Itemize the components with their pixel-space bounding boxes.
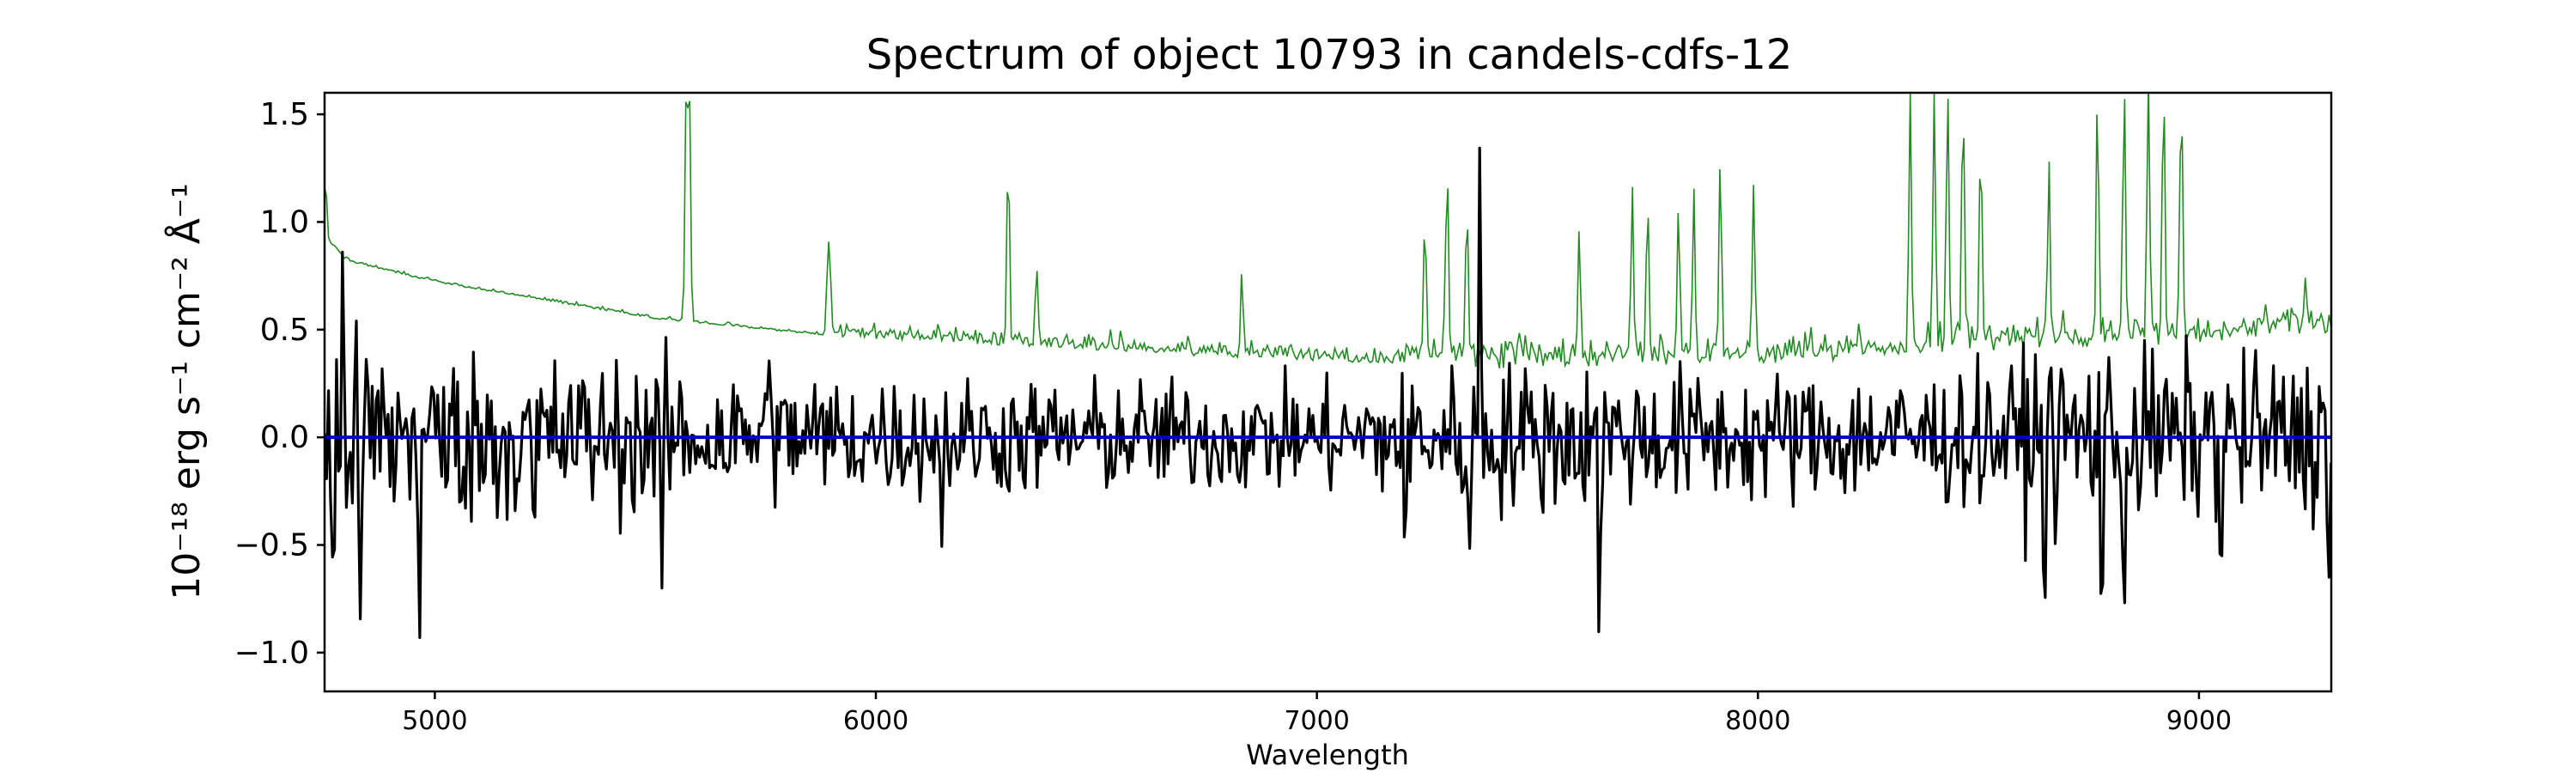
chart-title: Spectrum of object 10793 in candels-cdfs… (866, 31, 1793, 79)
plot-frame (323, 91, 2333, 693)
plot-area (325, 93, 2331, 639)
y-tick-label: 0.5 (260, 313, 309, 348)
x-tick-label: 5000 (402, 706, 467, 736)
y-tick-label: 1.0 (260, 204, 309, 240)
y-axis: −1.0 −0.5 0.0 0.5 1.0 1.5 (234, 97, 325, 671)
y-tick-label: −0.5 (234, 528, 309, 563)
x-tick-label: 7000 (1284, 706, 1349, 736)
x-axis: 5000 6000 7000 8000 9000 (402, 691, 2232, 736)
error-spectrum-line (325, 93, 2331, 368)
y-tick-label: 0.0 (260, 420, 309, 455)
x-axis-label: Wavelength (1246, 739, 1409, 771)
x-tick-label: 6000 (843, 706, 908, 736)
x-tick-label: 9000 (2166, 706, 2232, 736)
y-axis-label: 10⁻¹⁸ erg s⁻¹ cm⁻² Å⁻¹ (163, 183, 209, 600)
flux-spectrum-line (325, 146, 2331, 639)
y-tick-label: −1.0 (234, 636, 309, 671)
y-tick-label: 1.5 (260, 97, 309, 132)
x-tick-label: 8000 (1725, 706, 1790, 736)
